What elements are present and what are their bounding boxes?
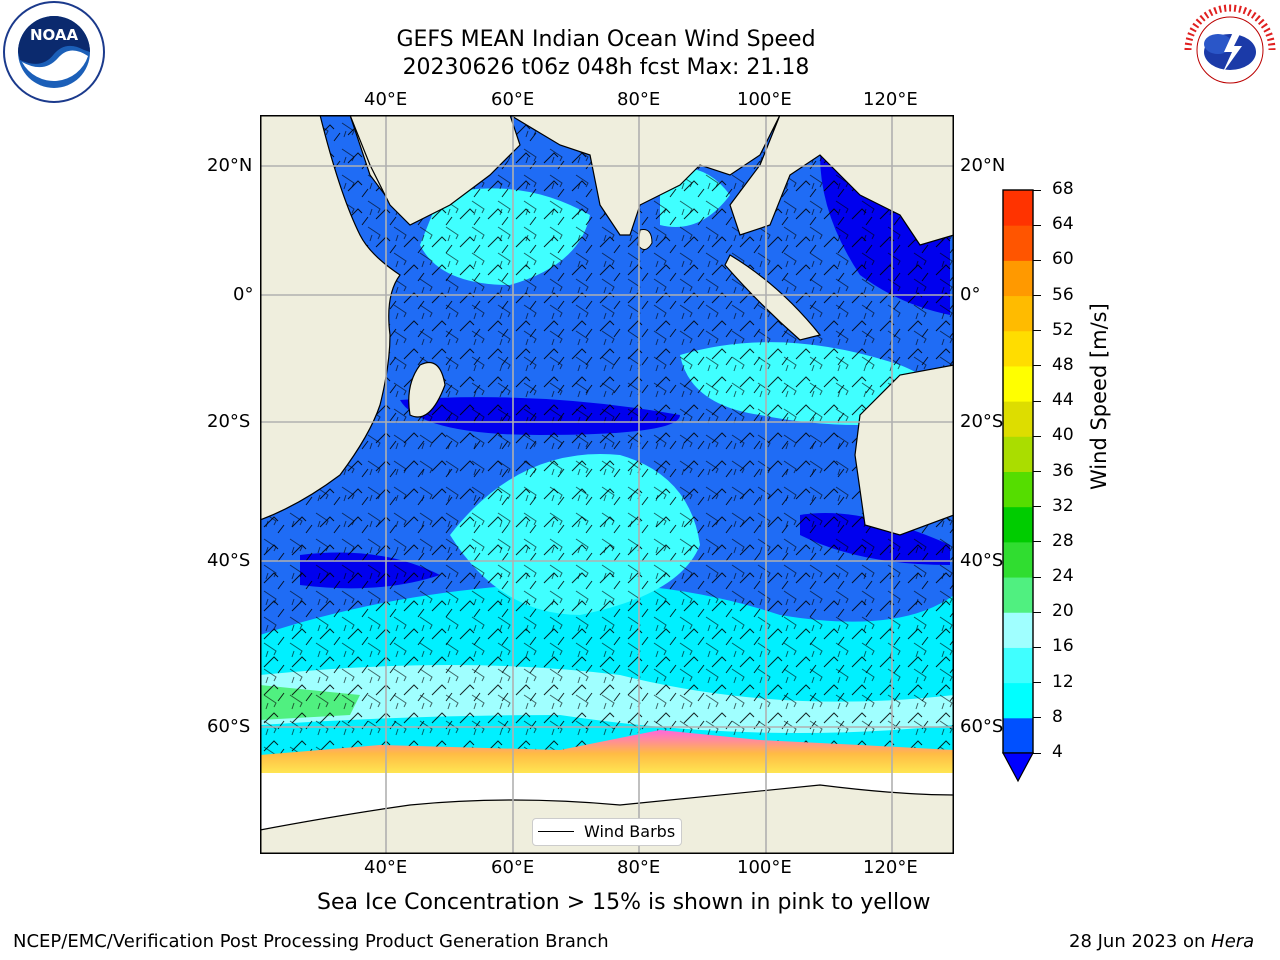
colorbar-tick-mark	[1033, 682, 1041, 684]
colorbar-bin-12	[1003, 647, 1033, 684]
lat-label-left-20n: 20°N	[207, 155, 253, 176]
colorbar-tick-label: 64	[1052, 214, 1074, 235]
colorbar-tick-label: 8	[1052, 706, 1063, 727]
lat-label-left-0: 0°	[233, 284, 254, 305]
colorbar-tick-label: 24	[1052, 566, 1074, 587]
colorbar-tick-mark	[1033, 646, 1041, 648]
colorbar-tick-mark	[1033, 295, 1041, 297]
colorbar-bin-44	[1003, 365, 1033, 402]
colorbar-bin-36	[1003, 436, 1033, 472]
colorbar-tick-label: 52	[1052, 319, 1074, 340]
colorbar-bin-24	[1003, 541, 1033, 578]
colorbar-tick-mark	[1033, 259, 1041, 261]
colorbar-tick-label: 12	[1052, 671, 1074, 692]
nws-logo	[1178, 0, 1280, 100]
colorbar-tick-mark	[1033, 541, 1041, 543]
sea-ice-band	[260, 730, 954, 777]
colorbar-label: Wind Speed [m/s]	[1087, 303, 1111, 490]
colorbar-bin-32	[1003, 471, 1033, 508]
gridlines	[260, 115, 954, 854]
lat-label-right-20s: 20°S	[960, 411, 1004, 432]
land-madagascar	[408, 361, 446, 418]
noaa-logo-text: NOAA	[30, 26, 79, 44]
lat-label-right-60s: 60°S	[960, 716, 1004, 737]
colorbar-bin-60	[1003, 225, 1033, 261]
colorbar-bin-52	[1003, 295, 1033, 332]
land-se-asia	[729, 115, 954, 246]
colorbar-tick-mark	[1033, 752, 1041, 754]
lat-label-right-20n: 20°N	[960, 155, 1006, 176]
lon-label-top-80e: 80°E	[617, 89, 661, 110]
colorbar-tick-mark	[1033, 365, 1041, 367]
noaa-logo: NOAA	[2, 0, 106, 104]
lon-label-bottom-40e: 40°E	[364, 857, 408, 878]
lon-label-bottom-100e: 100°E	[737, 857, 792, 878]
colorbar-tick-label: 16	[1052, 636, 1074, 657]
lat-label-right-40s: 40°S	[960, 550, 1004, 571]
footer-machine: Hera	[1211, 931, 1255, 952]
colorbar-tick-label: 32	[1052, 495, 1074, 516]
map-frame	[260, 115, 954, 854]
colorbar-tick-mark	[1033, 330, 1041, 332]
legend-line	[538, 831, 574, 832]
colorbar-tick-label: 56	[1052, 284, 1074, 305]
lon-label-top-120e: 120°E	[863, 89, 918, 110]
colorbar-tick-label: 36	[1052, 460, 1074, 481]
caption: Sea Ice Concentration > 15% is shown in …	[317, 890, 931, 915]
colorbar-bin-28	[1003, 506, 1033, 543]
colorbar	[1001, 189, 1035, 783]
colorbar-tick-label: 68	[1052, 179, 1074, 199]
colorbar-bin-40	[1003, 401, 1033, 437]
colorbar-tick-mark	[1033, 506, 1041, 508]
colorbar-tick-mark	[1033, 717, 1041, 719]
colorbar-tick-mark	[1033, 471, 1041, 472]
map-legend	[532, 818, 682, 846]
map-panel	[260, 115, 954, 854]
colorbar-tick-label: 60	[1052, 249, 1074, 270]
footer-right: 28 Jun 2023 on Hera	[1069, 931, 1254, 952]
colorbar-tick-mark	[1033, 189, 1041, 191]
legend-label: Wind Barbs	[584, 822, 676, 841]
land-australia	[854, 364, 954, 536]
chart-title-line1: GEFS MEAN Indian Ocean Wind Speed	[396, 27, 816, 52]
colorbar-tick-mark	[1033, 400, 1041, 402]
colorbar-bin-4	[1003, 717, 1033, 754]
colorbar-tick-mark	[1033, 576, 1041, 578]
land-sri-lanka	[637, 229, 653, 250]
land-india	[508, 115, 781, 236]
colorbar-tick-label: 44	[1052, 390, 1074, 411]
lat-label-left-20s: 20°S	[207, 411, 251, 432]
colorbar-tick-label: 20	[1052, 601, 1074, 622]
lon-label-top-100e: 100°E	[737, 89, 792, 110]
lon-label-bottom-60e: 60°E	[491, 857, 535, 878]
footer-date: 28 Jun 2023 on	[1069, 931, 1212, 952]
colorbar-tick-label: 48	[1052, 354, 1074, 375]
lat-label-left-60s: 60°S	[207, 716, 251, 737]
land-sumatra	[724, 254, 822, 341]
lon-label-bottom-80e: 80°E	[617, 857, 661, 878]
lon-label-top-40e: 40°E	[364, 89, 408, 110]
colorbar-bin-56	[1003, 260, 1033, 297]
lat-label-right-0: 0°	[960, 284, 981, 305]
colorbar-bin-20	[1003, 577, 1033, 613]
colorbar-tick-label: 40	[1052, 425, 1074, 446]
colorbar-tick-mark	[1033, 435, 1041, 437]
colorbar-under-arrow	[1001, 752, 1035, 783]
chart-title-line2: 20230626 t06z 048h fcst Max: 21.18	[402, 55, 810, 80]
lon-label-top-60e: 60°E	[491, 89, 535, 110]
lon-label-bottom-120e: 120°E	[863, 857, 918, 878]
colorbar-tick-label: 28	[1052, 530, 1074, 551]
lat-label-left-40s: 40°S	[207, 550, 251, 571]
colorbar-bin-8	[1003, 682, 1033, 719]
colorbar-tick-mark	[1033, 224, 1041, 226]
colorbar-bin-16	[1003, 612, 1033, 648]
colorbar-bin-64	[1003, 190, 1033, 226]
footer-left: NCEP/EMC/Verification Post Processing Pr…	[13, 931, 609, 952]
colorbar-tick-label: 4	[1052, 742, 1063, 762]
colorbar-bin-48	[1003, 330, 1033, 367]
colorbar-tick-mark	[1033, 611, 1041, 613]
